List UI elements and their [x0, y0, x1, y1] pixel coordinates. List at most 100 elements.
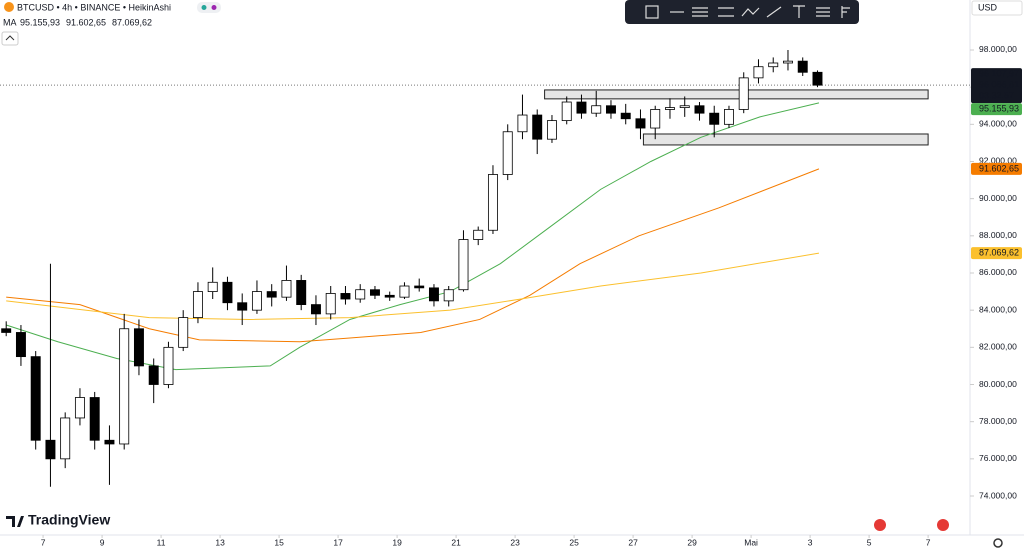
candle-body	[89, 397, 100, 441]
x-tick-label: 11	[157, 537, 166, 547]
y-tick-label: 86.000,00	[979, 267, 1017, 277]
tool-icon[interactable]	[793, 5, 805, 18]
candle-body	[325, 293, 336, 315]
logo: TradingView	[6, 512, 110, 528]
candle-body	[650, 109, 661, 129]
tool-icon[interactable]	[741, 7, 760, 17]
price-tag	[971, 68, 1022, 104]
price-tag	[971, 247, 1022, 260]
candle-body	[45, 439, 56, 460]
y-tick-label: 90.000,00	[979, 193, 1017, 203]
candle-body	[709, 112, 720, 125]
y-tick-label: 74.000,00	[979, 490, 1017, 500]
candle-body	[502, 131, 513, 175]
x-tick-label: 15	[274, 537, 284, 547]
ma-legend-value: 95.155,93	[20, 17, 60, 27]
candle-body	[1, 328, 12, 333]
candle-body	[694, 105, 705, 114]
currency[interactable]: USD	[978, 2, 998, 12]
tool-icon[interactable]	[718, 7, 734, 17]
second-price-label: 96.086,81	[979, 80, 1019, 90]
candle-body	[192, 291, 203, 319]
x-tick-label: Mai	[744, 537, 758, 547]
candle-body	[561, 101, 572, 122]
x-tick-label: 19	[392, 537, 402, 547]
tool-icon[interactable]	[841, 6, 850, 18]
x-tick-label: 7	[41, 537, 46, 547]
y-tick-label: 92.000,00	[979, 156, 1017, 166]
candle-body	[281, 280, 292, 298]
settings-icon[interactable]	[993, 538, 1003, 548]
currency-box[interactable]	[971, 0, 1023, 16]
x-tick-label: 3	[808, 537, 813, 547]
y-tick-label: 94.000,00	[979, 119, 1017, 129]
candle-body	[399, 285, 410, 298]
x-tick-label: 13	[215, 537, 225, 547]
x-tick-label: 5	[867, 537, 872, 547]
x-tick-label: 29	[687, 537, 697, 547]
collapse-button[interactable]	[1, 31, 19, 46]
candle-body	[296, 280, 307, 305]
symbol-icon	[4, 2, 14, 12]
candle-body	[15, 332, 26, 358]
x-tick-label: 23	[510, 537, 520, 547]
candle-body	[414, 285, 425, 289]
y-tick-label: 80.000,00	[979, 379, 1017, 389]
candle-body	[207, 281, 218, 292]
price-tag	[971, 162, 1022, 175]
candle-body	[148, 365, 159, 385]
x-tick-label: 25	[569, 537, 579, 547]
candle-body	[724, 109, 734, 125]
candle-body	[266, 291, 277, 298]
candle-body	[517, 114, 528, 133]
candle-body	[664, 107, 675, 110]
x-tick-label: 17	[333, 537, 343, 547]
event-flag[interactable]	[874, 519, 886, 531]
ma-line	[6, 168, 820, 343]
candle-body	[753, 66, 764, 79]
candle-body	[797, 60, 808, 73]
candle-body	[605, 105, 616, 114]
candle-body	[133, 328, 144, 367]
candle-body	[251, 291, 262, 311]
logo-icon	[6, 516, 24, 527]
candle-body	[620, 112, 631, 120]
candle-body	[679, 105, 690, 109]
candle-body	[768, 62, 779, 68]
countdown: 03:32:57	[979, 91, 1014, 101]
collapse-icon	[5, 35, 15, 41]
candle-body	[30, 356, 41, 441]
candle-body	[178, 317, 189, 348]
logo-text: TradingView	[28, 512, 110, 528]
candle-body	[576, 101, 587, 114]
event-flag[interactable]	[937, 519, 949, 531]
candle-body	[443, 289, 454, 302]
header: BTCUSD • 4h • BINANCE • HeikinAshi MA	[1, 2, 221, 46]
tool-icon[interactable]	[766, 6, 782, 18]
candle-body	[237, 302, 248, 311]
tool-icon[interactable]	[816, 7, 830, 17]
tool-icon[interactable]	[645, 5, 659, 19]
y-tick-label: 76.000,00	[979, 453, 1017, 463]
candle-body	[591, 105, 602, 114]
x-tick-label: 9	[100, 537, 105, 547]
indicator-name: MA	[3, 17, 17, 27]
y-tick-label: 88.000,00	[979, 230, 1017, 240]
candle-body	[532, 114, 543, 140]
ma-line	[6, 102, 820, 371]
zone	[544, 89, 929, 100]
candle-body	[369, 289, 380, 296]
candle-body	[458, 239, 469, 291]
price-tag	[971, 103, 1022, 116]
x-tick-label: 21	[451, 537, 461, 547]
ma-legend-value: 87.069,62	[112, 17, 152, 27]
y-tick-label: 84.000,00	[979, 304, 1017, 314]
candle-body	[163, 346, 174, 385]
candle-body	[635, 118, 646, 129]
x-tick-label: 27	[628, 537, 638, 547]
candle-body	[355, 289, 366, 300]
tool-icon[interactable]	[692, 7, 708, 17]
